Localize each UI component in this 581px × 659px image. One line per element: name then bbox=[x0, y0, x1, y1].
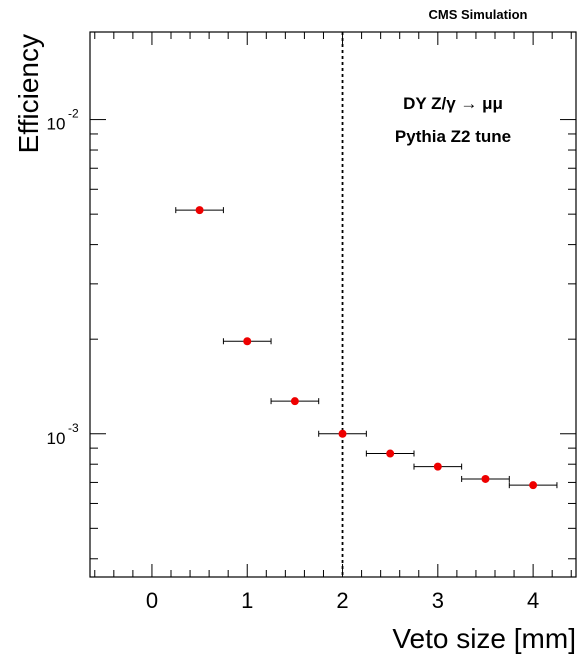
data-points bbox=[175, 206, 558, 490]
y-tick-exponent: -3 bbox=[68, 421, 79, 435]
data-point bbox=[290, 397, 299, 406]
x-axis-ticks: 0 1 2 3 4 bbox=[94, 32, 572, 613]
data-point bbox=[195, 206, 204, 215]
plot-frame bbox=[89, 31, 577, 578]
data-point bbox=[386, 449, 395, 458]
x-tick-label: 2 bbox=[336, 588, 348, 613]
data-point bbox=[481, 474, 490, 483]
y-tick-label: 10 bbox=[47, 429, 66, 448]
y-tick-label: 10 bbox=[47, 115, 66, 134]
x-tick-label: 0 bbox=[146, 588, 158, 613]
data-point bbox=[433, 462, 442, 471]
x-axis-title: Veto size [mm] bbox=[392, 623, 576, 654]
y-tick-exponent: -2 bbox=[68, 107, 79, 121]
x-tick-label: 1 bbox=[241, 588, 253, 613]
process-label: DY Z/γ → μμ bbox=[403, 94, 503, 113]
data-point bbox=[529, 481, 538, 490]
header-label: CMS Simulation bbox=[429, 7, 528, 22]
tune-label: Pythia Z2 tune bbox=[395, 127, 511, 146]
data-point bbox=[243, 337, 252, 346]
y-axis-ticks: 10-310-2 bbox=[47, 107, 576, 560]
data-point bbox=[338, 429, 347, 438]
x-tick-label: 3 bbox=[432, 588, 444, 613]
x-tick-label: 4 bbox=[527, 588, 539, 613]
y-axis-title: Efficiency bbox=[13, 34, 44, 153]
